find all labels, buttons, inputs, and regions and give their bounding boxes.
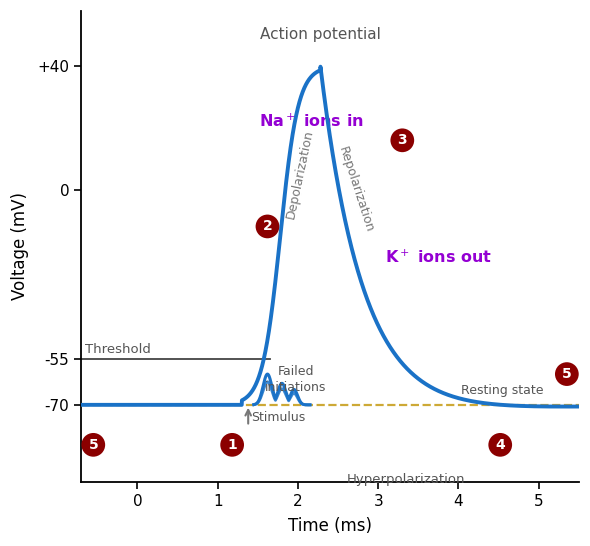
Text: K$^+$ ions out: K$^+$ ions out (385, 248, 491, 266)
Text: Depolarization: Depolarization (284, 128, 316, 220)
Text: 5: 5 (88, 438, 98, 452)
Text: Failed
initiations: Failed initiations (265, 365, 326, 394)
Text: Repolarization: Repolarization (336, 145, 376, 234)
Text: Action potential: Action potential (260, 27, 381, 42)
Text: Resting state: Resting state (461, 384, 544, 397)
Text: Na$^+$ ions in: Na$^+$ ions in (260, 113, 364, 130)
Text: 2: 2 (263, 219, 273, 234)
Text: Hyperpolarization: Hyperpolarization (347, 472, 466, 485)
Text: Stimulus: Stimulus (251, 411, 306, 424)
Y-axis label: Voltage (mV): Voltage (mV) (11, 192, 29, 300)
Text: 4: 4 (496, 438, 505, 452)
Text: Threshold: Threshold (86, 343, 151, 355)
Text: 3: 3 (398, 133, 407, 147)
Text: 1: 1 (227, 438, 237, 452)
Text: 5: 5 (562, 367, 572, 381)
X-axis label: Time (ms): Time (ms) (288, 517, 372, 535)
